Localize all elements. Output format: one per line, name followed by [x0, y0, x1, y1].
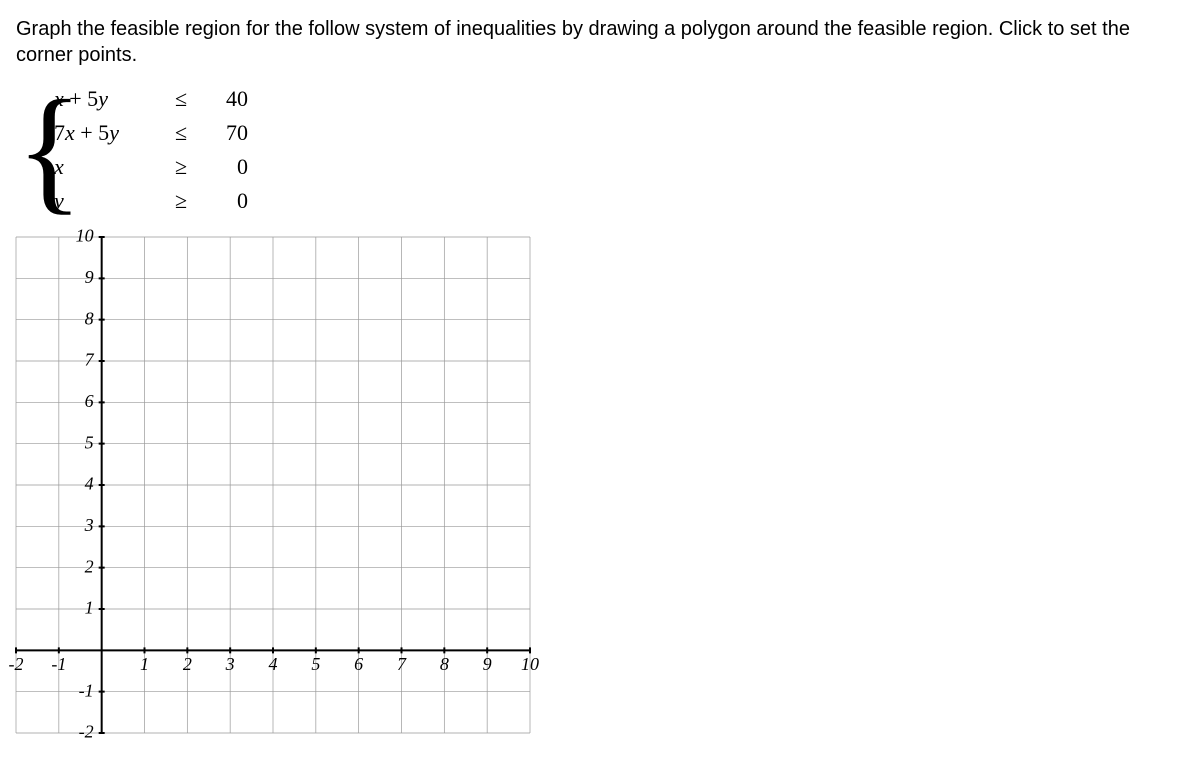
system-rhs: 0: [202, 184, 254, 218]
grid-canvas[interactable]: [0, 227, 540, 743]
system-op: ≤: [160, 116, 202, 150]
instructions-text: Graph the feasible region for the follow…: [16, 16, 1176, 68]
system-op: ≥: [160, 184, 202, 218]
grid-chart-wrap[interactable]: [0, 227, 1184, 748]
system-op: ≥: [160, 150, 202, 184]
system-rhs: 70: [202, 116, 254, 150]
system-op: ≤: [160, 82, 202, 116]
system-rhs: 0: [202, 150, 254, 184]
inequality-system: { x + 5y≤407x + 5y≤70x≥0y≥0: [16, 82, 254, 218]
system-rhs: 40: [202, 82, 254, 116]
